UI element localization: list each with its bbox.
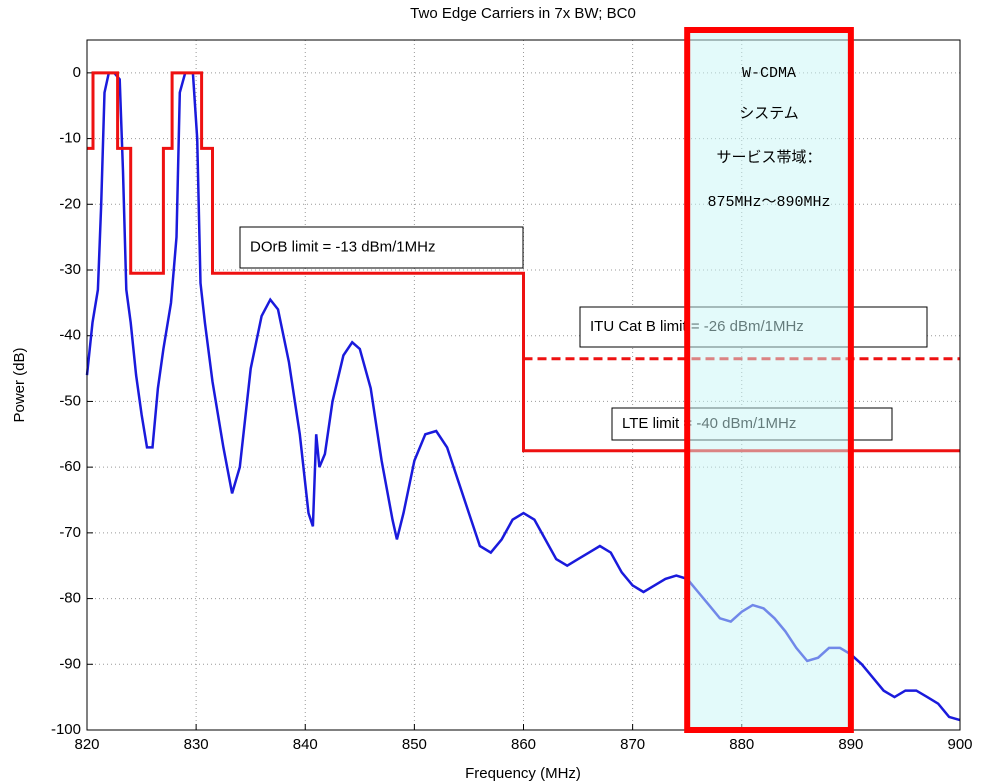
highlight-text: システム: [739, 106, 799, 123]
y-tick-label: -20: [59, 195, 81, 212]
x-tick-label: 900: [947, 736, 972, 753]
highlight-text: 875MHz～890MHz: [708, 194, 831, 211]
x-tick-label: 850: [402, 736, 427, 753]
y-tick-label: -80: [59, 590, 81, 607]
x-tick-label: 820: [74, 736, 99, 753]
x-tick-label: 840: [293, 736, 318, 753]
y-axis-label: Power (dB): [11, 347, 28, 422]
x-tick-label: 870: [620, 736, 645, 753]
x-axis-label: Frequency (MHz): [465, 765, 581, 782]
highlight-text: W-CDMA: [742, 65, 796, 82]
y-tick-label: -50: [59, 392, 81, 409]
series-line: [87, 71, 960, 453]
x-tick-label: 860: [511, 736, 536, 753]
chart-title: Two Edge Carriers in 7x BW; BC0: [410, 5, 636, 22]
axes-frame: [86, 39, 961, 731]
highlight-text: サービス帯域：: [717, 149, 822, 167]
x-tick-label: 880: [729, 736, 754, 753]
y-tick-label: 0: [73, 64, 81, 81]
y-tick-label: -100: [51, 721, 81, 738]
annotation-box: [239, 226, 524, 269]
y-tick-label: -90: [59, 655, 81, 672]
x-tick-label: 830: [184, 736, 209, 753]
y-tick-label: -70: [59, 524, 81, 541]
x-tick-label: 890: [838, 736, 863, 753]
y-tick-label: -30: [59, 261, 81, 278]
y-tick-label: -10: [59, 130, 81, 147]
highlight-band: [684, 27, 854, 733]
annotation: DOrB limit = -13 dBm/1MHz: [250, 238, 435, 255]
y-tick-label: -60: [59, 458, 81, 475]
y-tick-label: -40: [59, 327, 81, 344]
